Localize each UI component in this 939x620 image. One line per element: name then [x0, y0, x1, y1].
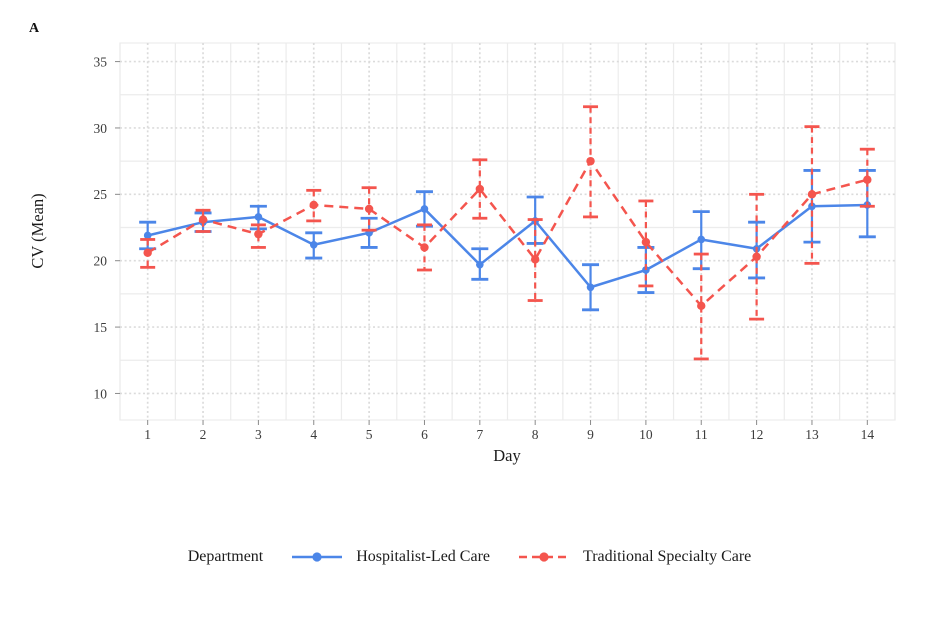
svg-text:7: 7	[476, 427, 483, 442]
legend-label-traditional: Traditional Specialty Care	[583, 548, 752, 565]
legend-item-hospitalist: Hospitalist-Led Care	[289, 548, 490, 566]
legend-item-traditional: Traditional Specialty Care	[516, 548, 751, 566]
traditional-dashed-line-key-icon	[519, 552, 569, 562]
svg-text:11: 11	[695, 427, 708, 442]
svg-text:8: 8	[532, 427, 539, 442]
x-axis-title: Day	[493, 446, 521, 465]
svg-text:1: 1	[144, 427, 151, 442]
svg-text:20: 20	[94, 254, 108, 269]
svg-text:15: 15	[94, 320, 108, 335]
svg-text:13: 13	[805, 427, 819, 442]
panel-label: A	[29, 21, 40, 36]
hospitalist-line-key-icon	[292, 552, 343, 562]
legend-label-hospitalist: Hospitalist-Led Care	[356, 548, 490, 565]
svg-text:5: 5	[366, 427, 373, 442]
svg-text:30: 30	[94, 121, 108, 136]
svg-text:12: 12	[750, 427, 764, 442]
legend: Department Hospitalist-Led Care Traditio…	[0, 548, 939, 566]
svg-text:4: 4	[310, 427, 317, 442]
svg-text:10: 10	[639, 427, 653, 442]
svg-text:35: 35	[94, 54, 108, 69]
svg-text:2: 2	[200, 427, 207, 442]
svg-text:14: 14	[861, 427, 875, 442]
legend-title: Department	[187, 548, 264, 565]
svg-text:25: 25	[94, 187, 108, 202]
svg-text:9: 9	[587, 427, 594, 442]
svg-text:6: 6	[421, 427, 428, 442]
y-axis-title: CV (Mean)	[28, 193, 47, 269]
svg-text:10: 10	[94, 386, 108, 401]
svg-text:3: 3	[255, 427, 262, 442]
